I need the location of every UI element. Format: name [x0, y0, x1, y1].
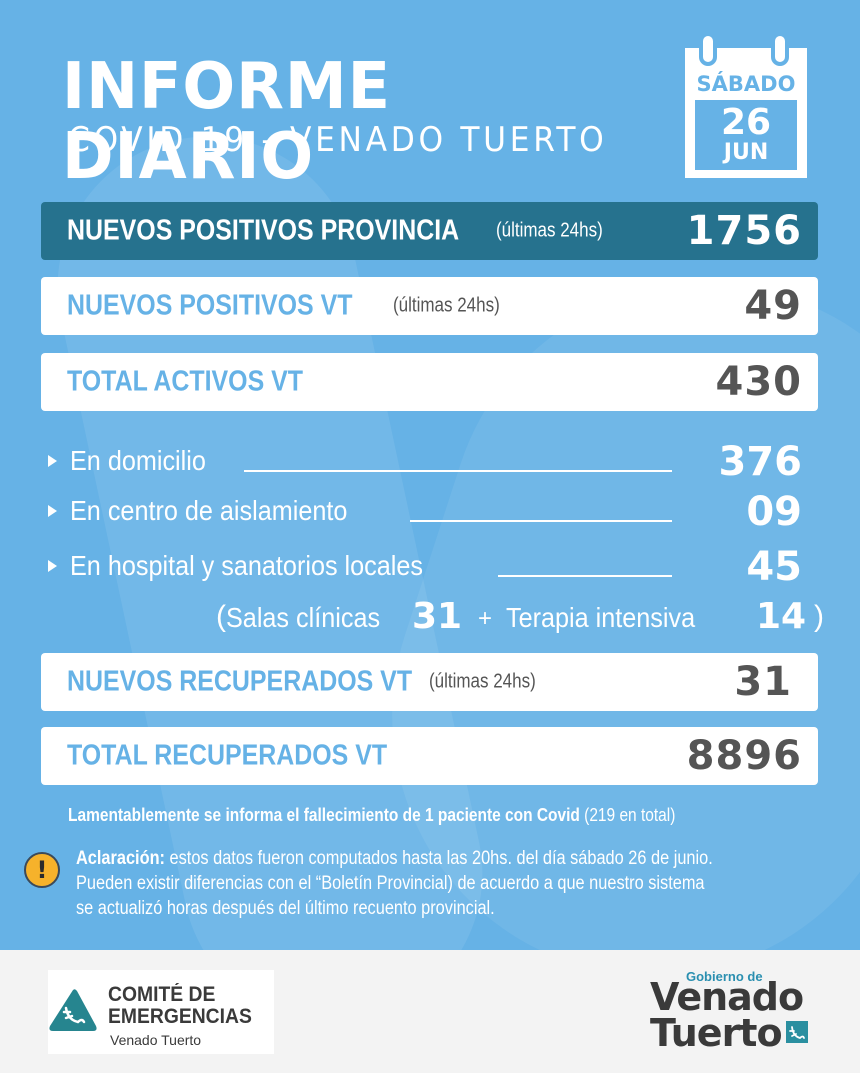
- comite-title: COMITÉ DE EMERGENCIAS: [108, 984, 252, 1028]
- breakdown-label: En hospital y sanatorios locales: [70, 550, 423, 581]
- bullet-triangle-icon: [48, 505, 57, 517]
- calendar-ring-icon: [699, 32, 717, 66]
- stat-label: NUEVOS POSITIVOS PROVINCIA: [67, 214, 460, 247]
- clarification-note: Aclaración: estos datos fueron computado…: [76, 846, 833, 921]
- breakdown-label: En centro de aislamiento: [70, 495, 348, 526]
- stat-note: (últimas 24hs): [393, 294, 500, 317]
- stat-total-activos-vt: TOTAL ACTIVOS VT 430: [41, 353, 818, 411]
- hospital-breakdown: ( Salas clínicas 31 + Terapia intensiva …: [216, 596, 836, 642]
- divider-line: [244, 470, 672, 472]
- breakdown-value: 09: [746, 489, 802, 535]
- stat-total-recuperados-vt: TOTAL RECUPERADOS VT 8896: [41, 727, 818, 785]
- breakdown-value: 376: [718, 439, 803, 485]
- close-paren: ): [814, 600, 824, 633]
- calendar-month: JUN: [723, 140, 769, 165]
- plus-sign: +: [478, 605, 493, 632]
- page-subtitle: COVID 19 - VENADO TUERTO: [68, 120, 608, 160]
- wordmark-line-2: Tuerto: [650, 1011, 783, 1055]
- clarification-line-1: Aclaración: estos datos fueron computado…: [76, 846, 833, 871]
- salas-value: 31: [412, 596, 463, 637]
- stat-label: TOTAL RECUPERADOS VT: [67, 739, 388, 772]
- terapia-value: 14: [756, 596, 807, 637]
- stat-nuevos-recuperados-vt: NUEVOS RECUPERADOS VT (últimas 24hs) 31: [41, 653, 818, 711]
- comite-subtitle: Venado Tuerto: [110, 1032, 202, 1048]
- gobierno-de-label: Gobierno de: [686, 969, 763, 984]
- stat-label: NUEVOS RECUPERADOS VT: [67, 665, 413, 698]
- breakdown-value: 45: [746, 544, 802, 590]
- venado-tuerto-wordmark: Venado Tuerto: [650, 975, 804, 1055]
- stat-note: (últimas 24hs): [429, 670, 536, 693]
- stat-label: NUEVOS POSITIVOS VT: [67, 289, 353, 322]
- clarification-line-2: Pueden existir diferencias con el “Bolet…: [76, 873, 705, 894]
- clarification-lead: Aclaración:: [76, 848, 165, 869]
- breakdown-label: En domicilio: [70, 445, 206, 476]
- calendar-ring-icon: [771, 32, 789, 66]
- death-notice-text: Lamentablemente se informa el fallecimie…: [68, 805, 580, 825]
- deer-antler-icon: [786, 1021, 808, 1043]
- stat-value: 8896: [686, 733, 802, 779]
- stat-nuevos-positivos-vt: NUEVOS POSITIVOS VT (últimas 24hs) 49: [41, 277, 818, 335]
- breakdown-row-aislamiento: En centro de aislamiento 09: [48, 489, 808, 535]
- stat-value: 49: [744, 283, 802, 329]
- clarification-line-3: se actualizó horas después del último re…: [76, 898, 495, 919]
- clarification-text: estos datos fueron computados hasta las …: [164, 848, 713, 869]
- stat-value: 430: [715, 359, 802, 405]
- warning-icon: !: [24, 852, 60, 888]
- breakdown-row-domicilio: En domicilio 376: [48, 439, 808, 485]
- comite-line-2: EMERGENCIAS: [108, 1005, 252, 1028]
- calendar-weekday: SÁBADO: [696, 72, 796, 96]
- death-total: (219 en total): [584, 805, 676, 825]
- terapia-label: Terapia intensiva: [506, 602, 696, 633]
- wordmark-line-1: Venado: [650, 975, 804, 1019]
- calendar-icon: SÁBADO 26 JUN: [685, 32, 807, 178]
- breakdown-row-hospital: En hospital y sanatorios locales 45: [48, 544, 808, 590]
- divider-line: [498, 575, 672, 577]
- bullet-triangle-icon: [48, 455, 57, 467]
- comite-emergencias-logo: COMITÉ DE EMERGENCIAS Venado Tuerto: [48, 970, 274, 1054]
- bullet-triangle-icon: [48, 560, 57, 572]
- calendar-day: 26: [720, 102, 772, 143]
- stat-value: 31: [734, 659, 792, 705]
- open-paren: (: [216, 600, 226, 633]
- stat-label: TOTAL ACTIVOS VT: [67, 365, 304, 398]
- calendar-date-box: 26 JUN: [695, 100, 797, 170]
- report-panel: INFORME DIARIO COVID 19 - VENADO TUERTO …: [0, 0, 860, 950]
- salas-label: Salas clínicas: [226, 602, 381, 633]
- death-notice: Lamentablemente se informa el fallecimie…: [68, 805, 722, 826]
- stat-nuevos-positivos-provincia: NUEVOS POSITIVOS PROVINCIA (últimas 24hs…: [41, 202, 818, 260]
- stat-value: 1756: [686, 208, 802, 254]
- comite-line-1: COMITÉ DE: [108, 983, 216, 1006]
- divider-line: [410, 520, 672, 522]
- deer-triangle-icon: [49, 989, 97, 1031]
- gobierno-venado-tuerto-logo: Gobierno de Venado Tuerto: [650, 965, 820, 1055]
- page-title: INFORME DIARIO: [62, 50, 392, 194]
- stat-note: (últimas 24hs): [496, 219, 603, 242]
